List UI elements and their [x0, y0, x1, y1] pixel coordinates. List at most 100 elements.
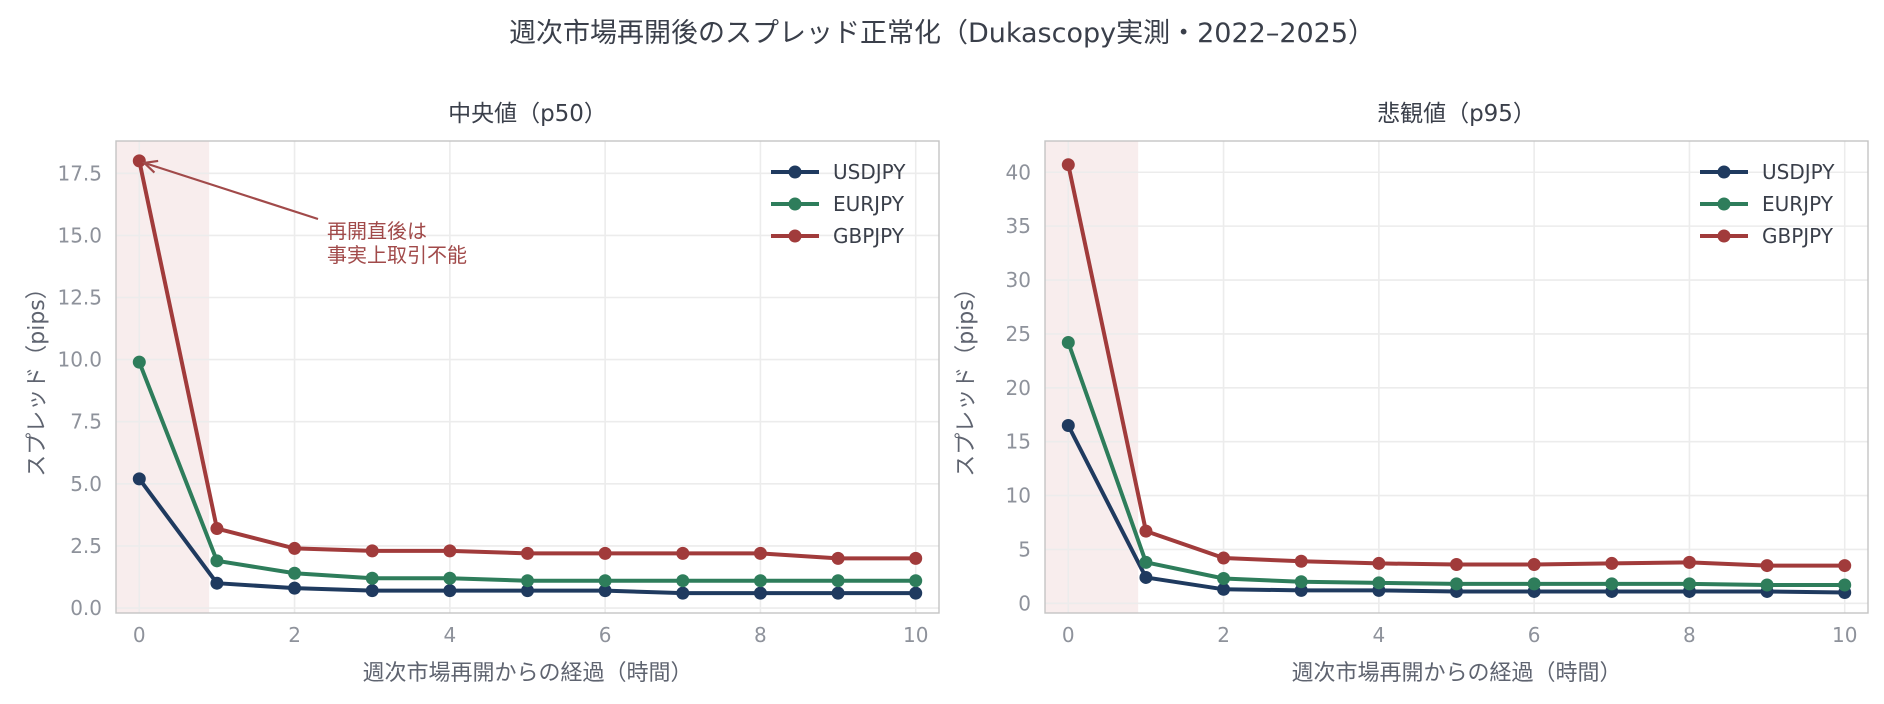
y-tick-label: 30: [1006, 268, 1031, 292]
data-point-gbpjpy: [1605, 556, 1619, 570]
y-tick-label: 2.5: [70, 534, 102, 558]
x-tick-label: 6: [1528, 623, 1541, 647]
data-point-eurjpy: [1838, 578, 1852, 592]
y-tick-label: 10.0: [57, 348, 102, 372]
legend-label-gbpjpy: GBPJPY: [833, 224, 905, 248]
data-point-eurjpy: [1372, 576, 1386, 590]
data-point-eurjpy: [443, 571, 457, 585]
y-tick-label: 15.0: [57, 223, 102, 247]
legend-label-gbpjpy: GBPJPY: [1762, 224, 1834, 248]
panel-pessimistic-p95: 0 2 4 6 8 10 0 5 10 15 20 25 30 35 40 悲観値（p95） 週次市場再開からの…: [954, 101, 1869, 686]
legend-label-usdjpy: USDJPY: [1762, 160, 1835, 184]
data-point-gbpjpy: [831, 551, 845, 565]
data-point-eurjpy: [1061, 336, 1075, 350]
legend-label-usdjpy: USDJPY: [833, 160, 906, 184]
data-point-usdjpy: [1217, 582, 1231, 596]
data-point-usdjpy: [1061, 418, 1075, 432]
data-point-usdjpy: [676, 586, 690, 600]
y-tick-label: 25: [1006, 322, 1031, 346]
reopen-shade-region: [1045, 141, 1139, 613]
plot-frame: [115, 140, 940, 614]
annotation-text: 事実上取引不能: [327, 243, 467, 267]
annotation-text: 再開直後は: [327, 219, 427, 243]
x-tick-label: 10: [903, 623, 928, 647]
data-point-eurjpy: [1217, 572, 1231, 586]
x-tick-label: 8: [1683, 623, 1696, 647]
data-point-usdjpy: [288, 581, 302, 595]
y-tick-label: 5.0: [70, 472, 102, 496]
panel-title: 中央値（p50）: [448, 101, 607, 127]
data-point-gbpjpy: [1682, 555, 1696, 569]
data-point-eurjpy: [753, 574, 767, 588]
x-tick-label: 6: [599, 623, 612, 647]
data-point-eurjpy: [1450, 577, 1463, 591]
series-line-gbpjpy: [1066, 162, 1847, 568]
legend-marker-eurjpy: [788, 197, 802, 211]
data-point-usdjpy: [132, 472, 146, 486]
data-point-gbpjpy: [443, 544, 457, 558]
data-point-eurjpy: [1139, 555, 1153, 569]
y-tick-label: 7.5: [70, 410, 102, 434]
x-tick-label: 10: [1832, 623, 1857, 647]
figure-title: 週次市場再開後のスプレッド正常化（Dukascopy実測・2022–2025）: [509, 18, 1375, 49]
x-axis-label: 週次市場再開からの経過（時間）: [362, 661, 692, 686]
legend-marker-usdjpy: [788, 165, 802, 179]
panel-median-p50: 0 2 4 6 8 10 0.0 2.5 5.0 7.5 10.0 12.5 15.0 17.5 中央値（p…: [25, 101, 940, 686]
data-point-gbpjpy: [1139, 524, 1153, 538]
reopen-shade-region: [116, 141, 210, 613]
data-point-gbpjpy: [1217, 551, 1231, 565]
y-axis-label: スプレッド（pips）: [25, 277, 50, 477]
data-point-usdjpy: [753, 586, 767, 600]
data-point-gbpjpy: [521, 546, 534, 560]
data-point-eurjpy: [1682, 577, 1696, 591]
data-point-usdjpy: [521, 584, 534, 598]
x-tick-label: 4: [1372, 623, 1385, 647]
data-point-gbpjpy: [1294, 554, 1308, 568]
data-point-gbpjpy: [1372, 556, 1386, 570]
data-point-gbpjpy: [598, 546, 612, 560]
annotation-arrow-line: [143, 161, 319, 221]
data-point-gbpjpy: [132, 154, 146, 168]
series-line-eurjpy: [1066, 340, 1847, 587]
y-tick-label: 17.5: [57, 161, 102, 185]
x-tick-label: 0: [133, 623, 146, 647]
data-point-eurjpy: [365, 571, 379, 585]
legend-marker-gbpjpy: [788, 229, 802, 243]
y-tick-label: 5: [1018, 537, 1031, 561]
data-point-eurjpy: [1294, 575, 1308, 589]
y-tick-label: 15: [1006, 430, 1031, 454]
y-tick-label: 12.5: [57, 286, 102, 310]
data-point-gbpjpy: [1527, 558, 1541, 572]
data-point-gbpjpy: [753, 546, 767, 560]
x-tick-label: 8: [754, 623, 767, 647]
y-tick-label: 0.0: [70, 596, 102, 620]
x-tick-label: 2: [1217, 623, 1230, 647]
data-point-eurjpy: [210, 554, 224, 568]
data-point-eurjpy: [676, 574, 690, 588]
y-tick-label: 10: [1006, 484, 1031, 508]
plot-frame: [1044, 140, 1869, 614]
x-tick-label: 2: [288, 623, 301, 647]
data-point-usdjpy: [443, 584, 457, 598]
data-point-eurjpy: [1760, 578, 1774, 592]
x-tick-label: 4: [443, 623, 456, 647]
legend-label-eurjpy: EURJPY: [833, 192, 905, 216]
data-point-gbpjpy: [365, 544, 379, 558]
y-tick-label: 20: [1006, 376, 1031, 400]
data-point-eurjpy: [909, 574, 923, 588]
data-point-eurjpy: [1527, 577, 1541, 591]
x-axis-label: 週次市場再開からの経過（時間）: [1291, 661, 1621, 686]
data-point-gbpjpy: [1838, 559, 1852, 573]
legend-label-eurjpy: EURJPY: [1762, 192, 1834, 216]
y-tick-label: 40: [1006, 160, 1031, 184]
data-point-eurjpy: [1605, 577, 1619, 591]
data-point-usdjpy: [1139, 570, 1153, 584]
data-point-usdjpy: [909, 586, 923, 600]
data-point-eurjpy: [288, 566, 302, 580]
data-point-eurjpy: [132, 355, 146, 369]
data-point-usdjpy: [831, 586, 845, 600]
y-axis-label: スプレッド（pips）: [954, 277, 979, 477]
panel-title: 悲観値（p95）: [1377, 101, 1536, 127]
data-point-gbpjpy: [676, 546, 690, 560]
